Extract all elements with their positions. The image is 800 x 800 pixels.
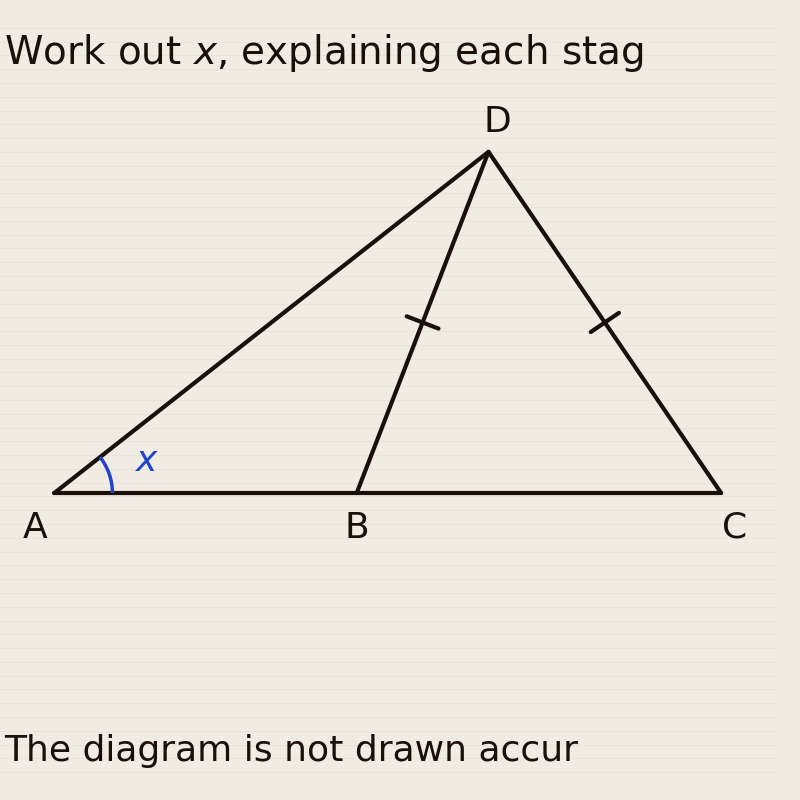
Text: $x$: $x$: [135, 444, 160, 478]
Text: D: D: [484, 106, 512, 139]
Text: Work out $x$, explaining each stag: Work out $x$, explaining each stag: [4, 32, 643, 74]
Text: B: B: [344, 511, 369, 545]
Text: A: A: [22, 511, 47, 545]
Text: C: C: [722, 511, 748, 545]
Text: The diagram is not drawn accur: The diagram is not drawn accur: [4, 734, 578, 768]
